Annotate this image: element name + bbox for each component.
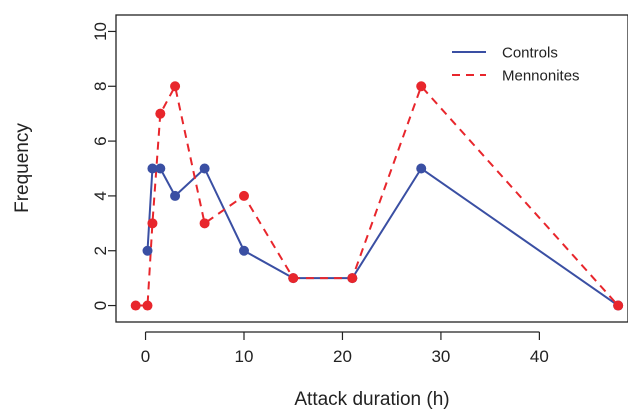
x-axis: 0 10 20 30 40 <box>141 331 549 366</box>
data-point-controls <box>155 163 166 174</box>
data-point-controls <box>199 163 210 174</box>
x-axis-title: Attack duration (h) <box>294 389 449 410</box>
y-tick-label: 6 <box>91 136 110 145</box>
data-point-controls <box>147 163 158 174</box>
data-point-controls <box>239 245 249 256</box>
series-line-mennonites <box>135 83 619 307</box>
y-tick-label: 8 <box>91 82 110 91</box>
series-layer <box>130 81 624 311</box>
data-point-mennonites <box>199 218 210 229</box>
y-axis-title: Frequency <box>12 123 33 213</box>
data-point-controls <box>170 190 181 201</box>
x-tick-label: 20 <box>333 347 352 366</box>
plot-frame-group <box>115 14 628 323</box>
data-point-mennonites <box>142 300 153 311</box>
data-point-mennonites <box>613 300 624 311</box>
x-tick-label: 40 <box>530 347 549 366</box>
data-point-mennonites <box>347 273 358 284</box>
data-point-mennonites <box>130 300 141 311</box>
data-point-controls <box>416 163 427 174</box>
data-point-mennonites <box>155 108 166 119</box>
y-tick-label: 4 <box>91 191 110 200</box>
x-tick-label: 10 <box>235 347 254 366</box>
x-tick-label: 0 <box>141 347 150 366</box>
y-tick-label: 0 <box>91 301 110 310</box>
data-point-mennonites <box>239 190 249 201</box>
series-line-controls <box>146 166 619 307</box>
y-tick-label: 10 <box>91 22 110 41</box>
y-axis: 0 2 4 6 8 10 <box>91 22 116 310</box>
legend: Controls Mennonites <box>452 44 580 84</box>
legend-label-controls: Controls <box>502 44 558 61</box>
y-tick-label: 2 <box>91 246 110 255</box>
legend-label-mennonites: Mennonites <box>502 67 580 84</box>
x-tick-label: 30 <box>431 347 450 366</box>
data-point-mennonites <box>288 273 299 284</box>
data-point-mennonites <box>416 81 427 92</box>
data-point-mennonites <box>170 81 181 92</box>
data-point-mennonites <box>147 218 158 229</box>
data-point-controls <box>142 245 153 256</box>
plot-frame <box>115 14 628 323</box>
